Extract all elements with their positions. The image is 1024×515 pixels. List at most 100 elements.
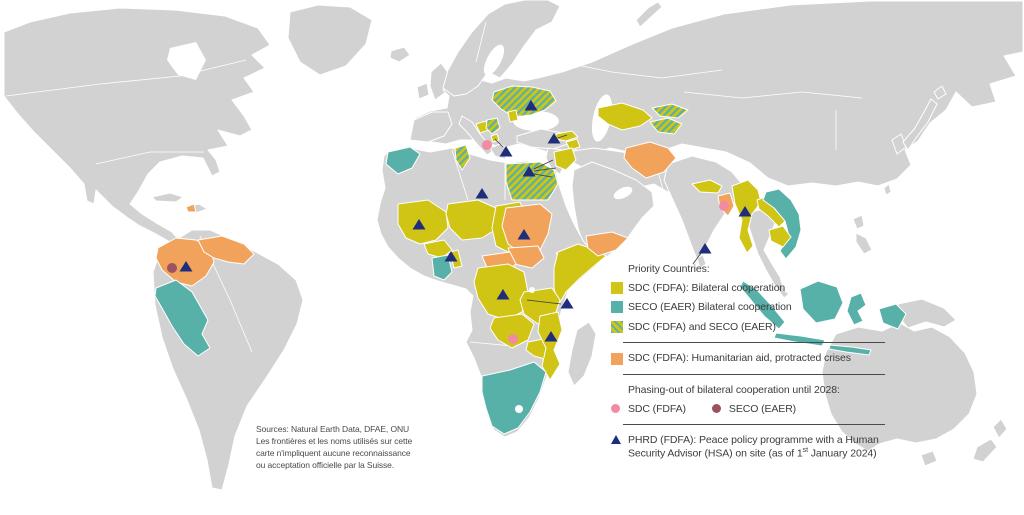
country-cambodia bbox=[768, 225, 792, 248]
legend-item-label: SDC (FDFA): Bilateral cooperation bbox=[628, 281, 786, 294]
island-tasmania bbox=[920, 450, 938, 467]
island-philippines-south bbox=[855, 232, 873, 255]
lake-victoria bbox=[529, 287, 535, 293]
country-uzbekistan bbox=[597, 102, 653, 131]
landmass-greenland bbox=[287, 4, 373, 76]
phrd-triangle-marker bbox=[412, 219, 426, 230]
legend-item-seco: SECO (EAER) Bilateral cooperation bbox=[611, 301, 897, 314]
country-south-africa bbox=[481, 361, 547, 435]
peninsula-iberia bbox=[409, 111, 453, 143]
marker-pointer-line bbox=[526, 299, 562, 305]
region-thailand-malay bbox=[747, 207, 790, 299]
legend-item-label: SDC (FDFA): Humanitarian aid, protracted… bbox=[628, 352, 851, 365]
legend-item-both: SDC (FDFA) and SECO (EAER) bbox=[611, 321, 897, 334]
marker-pointer-line bbox=[494, 138, 504, 148]
island-taiwan bbox=[883, 183, 892, 196]
legend-item-label: SECO (EAER) Bilateral cooperation bbox=[628, 301, 792, 314]
country-venezuela bbox=[197, 235, 255, 265]
phrd-triangle-marker bbox=[444, 251, 458, 262]
country-indonesia-sulawesi bbox=[846, 292, 867, 326]
country-peru bbox=[154, 279, 211, 357]
country-vietnam bbox=[762, 188, 802, 260]
phrd-line1: PHRD (FDFA): Peace policy programme with… bbox=[628, 434, 879, 447]
legend-divider bbox=[623, 342, 885, 344]
phrd-triangle-marker bbox=[544, 331, 558, 342]
country-tunisia bbox=[454, 144, 471, 171]
country-kyrgyzstan bbox=[651, 103, 689, 119]
sources-line: carte n'impliquent aucune reconnaissance bbox=[256, 447, 411, 458]
legend-item-label: SDC (FDFA) bbox=[628, 402, 686, 415]
marker-pointer-line bbox=[533, 173, 553, 178]
island-philippines-north bbox=[852, 214, 865, 230]
marker-pointer-line bbox=[533, 167, 557, 172]
phrd-triangle-marker bbox=[517, 229, 531, 240]
country-afghanistan bbox=[623, 141, 677, 179]
island-japan bbox=[902, 98, 938, 151]
pink-circle-icon bbox=[611, 404, 620, 414]
sources-line: Les frontières et les noms utilisés sur … bbox=[256, 435, 413, 446]
country-zambia bbox=[489, 313, 535, 349]
country-egypt bbox=[505, 161, 559, 201]
seco-color-swatch bbox=[611, 301, 623, 314]
country-indonesia-lesser-sunda bbox=[828, 344, 872, 356]
phasing-out-sdc-marker bbox=[482, 140, 492, 150]
country-haiti bbox=[185, 203, 197, 213]
phrd-triangle-marker bbox=[496, 289, 510, 300]
island-new-zealand-north bbox=[992, 418, 1008, 439]
country-armenia bbox=[565, 138, 581, 151]
landmass-australia bbox=[821, 322, 978, 452]
legend-item-phasing-seco: SECO (EAER) bbox=[711, 402, 797, 416]
legend-item-phrd: PHRD (FDFA): Peace policy programme with… bbox=[611, 434, 897, 460]
phrd-line2-post: January 2024) bbox=[807, 447, 877, 460]
country-burkina-faso bbox=[423, 239, 453, 259]
country-yemen bbox=[585, 231, 629, 257]
country-syria bbox=[553, 147, 577, 171]
phrd-triangle-marker bbox=[524, 100, 538, 111]
sdc-color-swatch bbox=[611, 281, 623, 294]
baltic-sea bbox=[483, 44, 505, 76]
island-new-guinea bbox=[897, 298, 957, 329]
phrd-triangle-marker bbox=[475, 188, 489, 199]
country-serbia bbox=[485, 117, 501, 135]
country-nepal bbox=[691, 179, 723, 194]
sources-line: ou acceptation officielle par la Suisse. bbox=[256, 459, 395, 470]
phrd-triangle-marker bbox=[547, 133, 561, 144]
marker-pointer-line bbox=[557, 134, 568, 139]
phasing-out-sdc-marker bbox=[508, 334, 518, 344]
legend-item-label: SDC (FDFA) and SECO (EAER) bbox=[628, 320, 776, 333]
country-moldova bbox=[507, 109, 519, 123]
legend-item-label: SECO (EAER) bbox=[728, 402, 797, 415]
phasing-out-sdc-marker bbox=[719, 201, 729, 211]
country-indonesia-sumatra bbox=[739, 280, 786, 330]
legend: Priority Countries: SDC (FDFA): Bilatera… bbox=[611, 263, 897, 460]
country-morocco bbox=[385, 146, 421, 175]
country-indonesia-west-papua bbox=[878, 303, 907, 330]
phrd-line2-pre: Security Advisor (HSA) on site (as of 1 bbox=[628, 447, 803, 460]
island-hokkaido bbox=[933, 85, 947, 100]
marker-pointer-line bbox=[692, 252, 702, 265]
island-ireland bbox=[416, 82, 430, 100]
phrd-line2-sup: st bbox=[802, 446, 808, 454]
legend-divider bbox=[623, 424, 885, 426]
sources-note: Sources: Natural Earth Data, DFAE, ONU L… bbox=[256, 424, 456, 472]
country-colombia bbox=[155, 237, 215, 287]
map-markers bbox=[167, 100, 752, 344]
persian-gulf bbox=[613, 186, 633, 200]
island-madagascar bbox=[567, 321, 597, 387]
phrd-triangle-marker bbox=[499, 146, 513, 157]
marker-pointer-line bbox=[533, 159, 554, 170]
island-sri-lanka bbox=[696, 254, 707, 269]
humanitarian-color-swatch bbox=[611, 352, 623, 365]
sdc-seco-hatch-swatch bbox=[611, 321, 623, 334]
legend-divider bbox=[623, 373, 885, 375]
legend-phasing-row: SDC (FDFA) SECO (EAER) bbox=[611, 403, 897, 416]
landmass-india bbox=[663, 155, 743, 263]
landmass-north-america bbox=[3, 7, 271, 244]
legend-phasing-title: Phasing-out of bilateral cooperation unt… bbox=[628, 383, 840, 396]
phrd-label: PHRD (FDFA): Peace policy programme with… bbox=[628, 434, 884, 460]
island-novaya-zemlya bbox=[635, 1, 663, 28]
phrd-triangle-marker bbox=[179, 261, 193, 272]
island-cuba bbox=[151, 192, 184, 203]
